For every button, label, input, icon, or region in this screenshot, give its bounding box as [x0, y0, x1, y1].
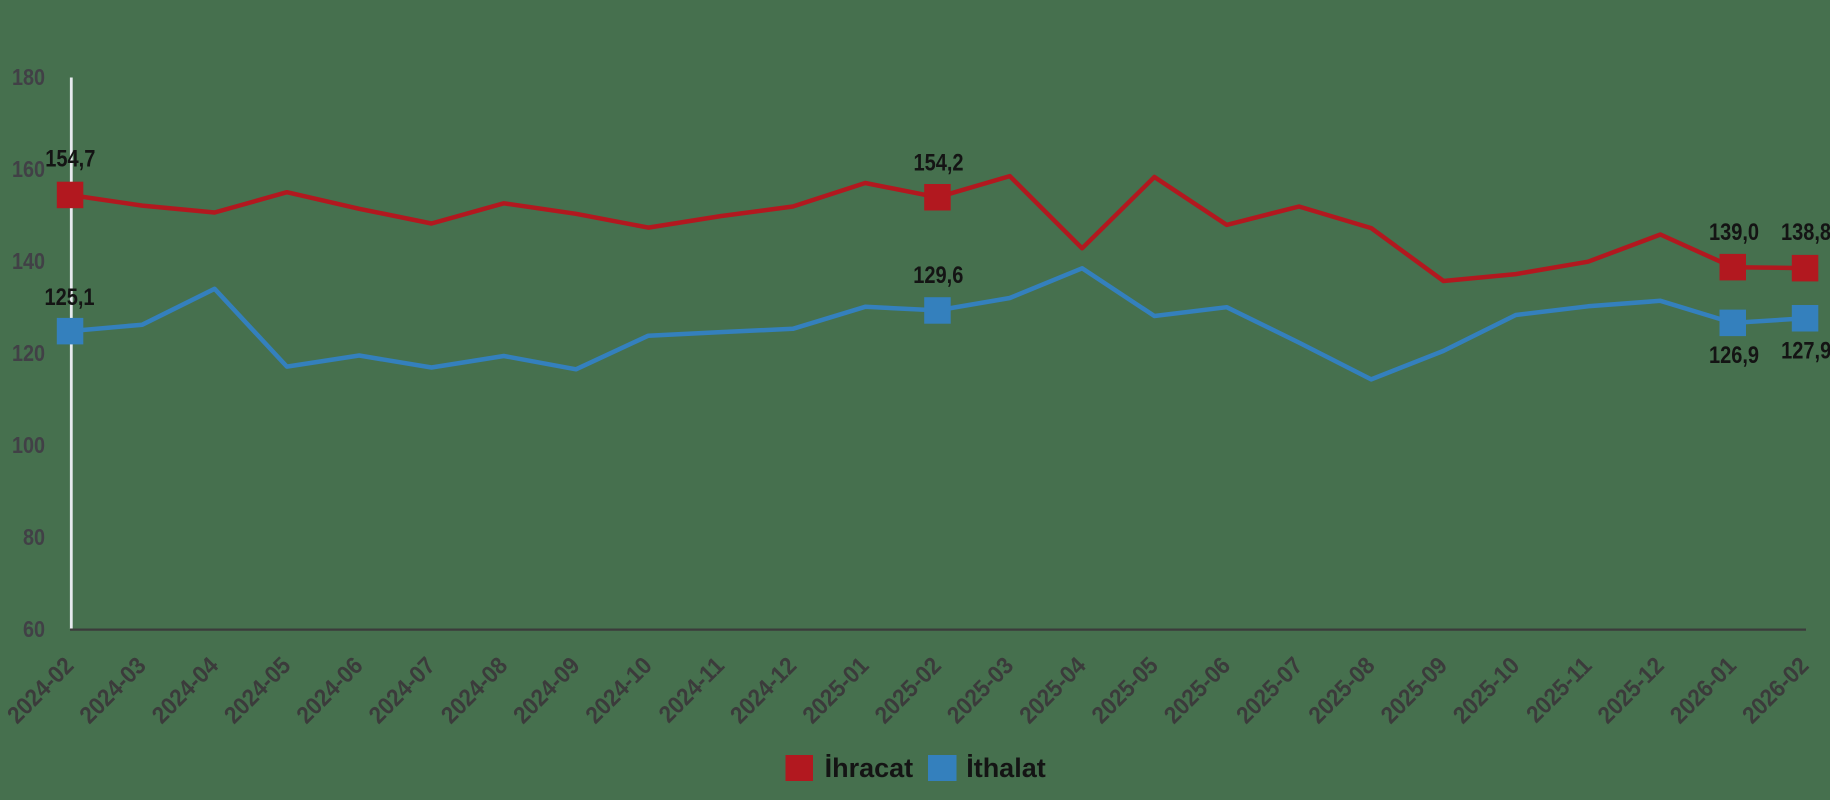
svg-text:180: 180 [12, 65, 45, 91]
svg-text:127,9: 127,9 [1781, 337, 1830, 364]
svg-text:160: 160 [12, 157, 45, 183]
svg-text:154,2: 154,2 [913, 149, 963, 176]
svg-text:139,0: 139,0 [1709, 218, 1759, 245]
svg-text:İhracat: İhracat [825, 753, 914, 783]
svg-text:154,7: 154,7 [45, 145, 95, 172]
svg-text:129,6: 129,6 [913, 261, 963, 288]
svg-text:100: 100 [12, 433, 45, 459]
svg-text:138,8: 138,8 [1781, 218, 1830, 245]
svg-text:60: 60 [23, 617, 45, 643]
svg-text:İthalat: İthalat [966, 753, 1046, 783]
svg-text:120: 120 [12, 341, 45, 367]
svg-text:80: 80 [23, 525, 45, 551]
svg-text:126,9: 126,9 [1709, 341, 1759, 368]
svg-text:140: 140 [12, 249, 45, 275]
svg-text:125,1: 125,1 [44, 283, 94, 310]
